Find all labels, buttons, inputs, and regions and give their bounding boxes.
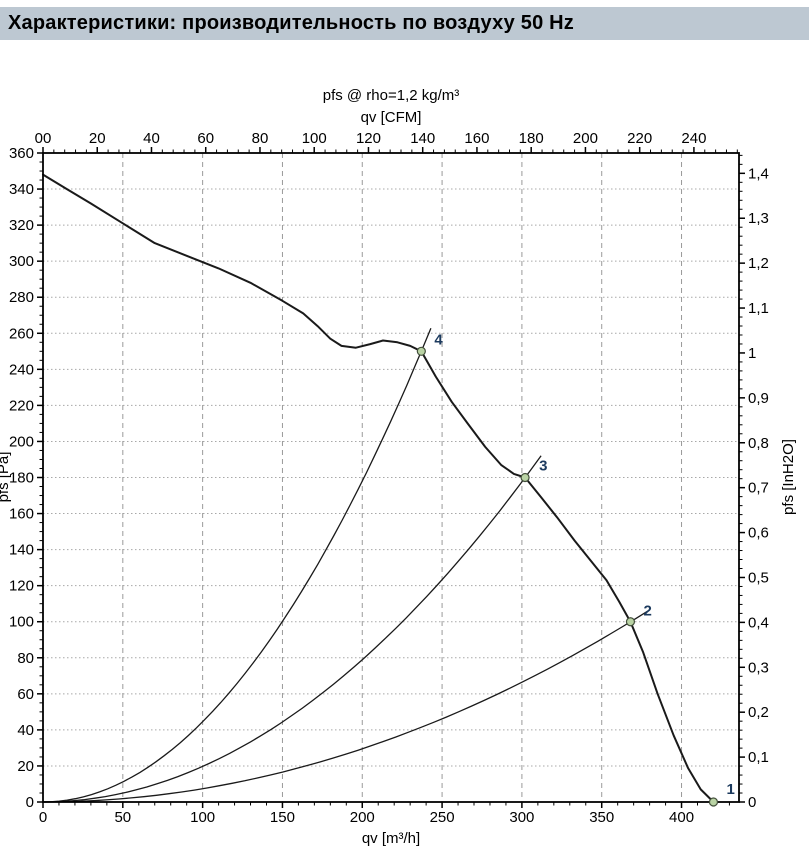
operating-point-label-4: 4 — [434, 331, 443, 348]
tick-label-right: 0,9 — [748, 390, 769, 407]
tick-label-left: 340 — [9, 181, 34, 198]
fan-performance-curve — [42, 173, 715, 803]
operating-point-label-2: 2 — [643, 603, 651, 620]
tick-label-bottom: 250 — [430, 809, 455, 826]
operating-point-1 — [708, 797, 719, 807]
tick-label-right: 0,7 — [748, 480, 769, 497]
tick-label-right: 0,6 — [748, 525, 769, 542]
bottom-axis-label: qv [m³/h] — [362, 830, 420, 847]
operating-point-4 — [416, 346, 426, 356]
tick-label-top: 100 — [302, 130, 327, 147]
tick-label-left: 300 — [9, 253, 34, 270]
tick-label-right: 1,2 — [748, 255, 769, 272]
operating-point-2 — [625, 617, 636, 627]
tick-label-top: 240 — [681, 130, 706, 147]
tick-label-left: 320 — [9, 217, 34, 234]
header-bar: Характеристики: производительность по во… — [0, 7, 809, 40]
tick-label-left: 140 — [9, 542, 34, 559]
tick-label-right: 0 — [748, 794, 756, 811]
tick-label-top: 220 — [627, 130, 652, 147]
tick-label-bottom: 350 — [589, 809, 614, 826]
tick-label-left: 100 — [9, 614, 34, 631]
right-axis-label: pfs [InH2O] — [780, 439, 797, 515]
tick-label-left: 40 — [17, 722, 34, 739]
tick-label-top: 160 — [464, 130, 489, 147]
tick-label-right: 1,4 — [748, 165, 769, 182]
tick-label-bottom: 150 — [270, 809, 295, 826]
tick-label-top: 200 — [573, 130, 598, 147]
top-axis-label: qv [CFM] — [361, 109, 422, 126]
tick-label-bottom: 0 — [39, 809, 47, 826]
tick-label-top: 40 — [143, 130, 160, 147]
operating-point-3 — [520, 472, 530, 483]
tick-label-left: 180 — [9, 470, 34, 487]
tick-label-top: 80 — [252, 130, 269, 147]
tick-label-right: 0,8 — [748, 435, 769, 452]
chart-title: pfs @ rho=1,2 kg/m³ — [323, 87, 460, 104]
left-axis-label: pfs [Pa] — [0, 452, 12, 503]
tick-label-top: 140 — [410, 130, 435, 147]
system-curve-2 — [42, 610, 649, 803]
tick-label-left: 0 — [26, 794, 34, 811]
tick-label-bottom: 300 — [509, 809, 534, 826]
tick-label-left: 280 — [9, 289, 34, 306]
tick-label-left: 220 — [9, 397, 34, 414]
tick-label-bottom: 50 — [114, 809, 131, 826]
page-title: Характеристики: производительность по во… — [8, 12, 575, 34]
tick-label-right: 0,5 — [748, 569, 769, 586]
tick-label-top: 120 — [356, 130, 381, 147]
tick-label-bottom: 100 — [190, 809, 215, 826]
system-curve-3 — [42, 455, 542, 803]
tick-label-left: 200 — [9, 433, 34, 450]
tick-label-left: 80 — [17, 650, 34, 667]
tick-label-top: 20 — [89, 130, 106, 147]
tick-label-top: 180 — [519, 130, 544, 147]
tick-label-left: 240 — [9, 361, 34, 378]
tick-label-left: 60 — [17, 686, 34, 703]
operating-point-label-3: 3 — [539, 458, 547, 475]
tick-label-top: 00 — [35, 130, 52, 147]
tick-label-right: 1,3 — [748, 210, 769, 227]
tick-label-left: 120 — [9, 578, 34, 595]
tick-label-bottom: 400 — [669, 809, 694, 826]
tick-label-right: 0,2 — [748, 704, 769, 721]
tick-label-bottom: 200 — [350, 809, 375, 826]
tick-label-right: 0,4 — [748, 614, 769, 631]
tick-label-top: 60 — [197, 130, 214, 147]
tick-label-right: 0,1 — [748, 749, 769, 766]
system-curve-4 — [42, 327, 432, 803]
tick-label-right: 1,1 — [748, 300, 769, 317]
operating-point-label-1: 1 — [726, 781, 734, 798]
tick-label-right: 0,3 — [748, 659, 769, 676]
tick-label-left: 160 — [9, 506, 34, 523]
tick-label-left: 20 — [17, 758, 34, 775]
tick-label-right: 1 — [748, 345, 756, 362]
tick-label-left: 360 — [9, 145, 34, 162]
tick-label-left: 260 — [9, 325, 34, 342]
